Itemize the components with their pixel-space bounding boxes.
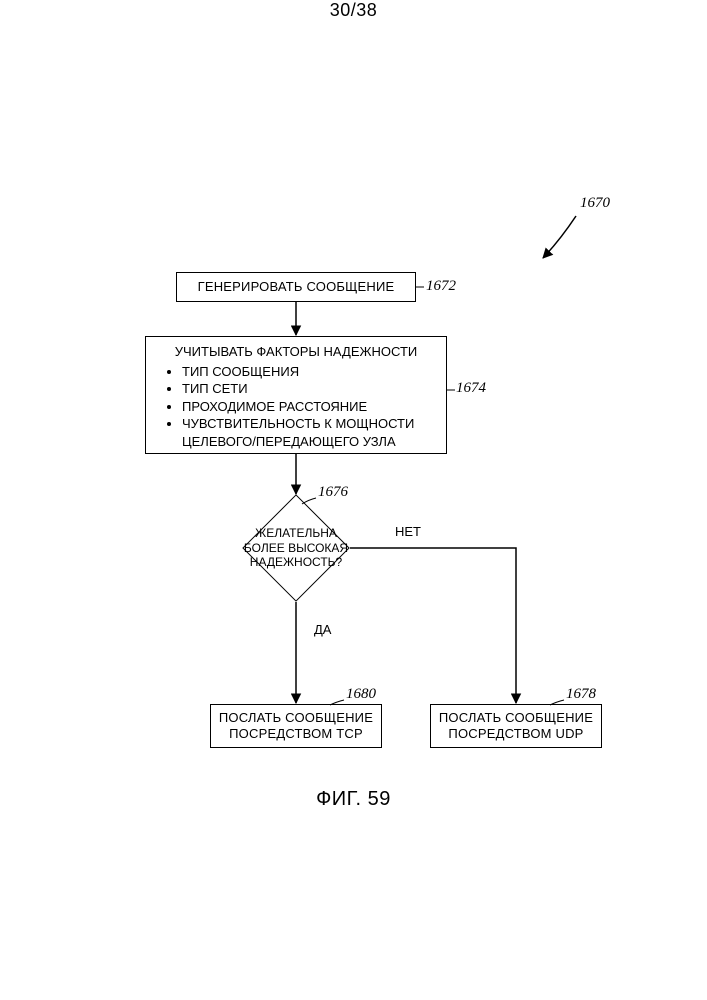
ref-1680: 1680 bbox=[346, 686, 376, 703]
n1678-l1: ПОСЛАТЬ СООБЩЕНИЕ bbox=[439, 710, 593, 725]
edge-1676-1678 bbox=[350, 548, 516, 703]
connectors-svg bbox=[0, 0, 707, 1000]
node-decision-reliability: ЖЕЛАТЕЛЬНА БОЛЕЕ ВЫСОКАЯ НАДЕЖНОСТЬ? bbox=[258, 510, 334, 586]
figure-caption: ФИГ. 59 bbox=[0, 788, 707, 811]
edge-label-no: НЕТ bbox=[395, 524, 421, 539]
bullet-2: ТИП СЕТИ bbox=[182, 380, 436, 398]
node-send-udp: ПОСЛАТЬ СООБЩЕНИЕ ПОСРЕДСТВОМ UDP bbox=[430, 704, 602, 748]
node-send-tcp: ПОСЛАТЬ СООБЩЕНИЕ ПОСРЕДСТВОМ TCP bbox=[210, 704, 382, 748]
node-1674-bullets: ТИП СООБЩЕНИЯ ТИП СЕТИ ПРОХОДИМОЕ РАССТО… bbox=[156, 363, 436, 451]
n1678-l2: ПОСРЕДСТВОМ UDP bbox=[448, 726, 583, 741]
figure-stage: 30/38 1670 ГЕНЕРИРОВАТЬ СООБЩЕНИЕ 1672 У… bbox=[0, 0, 707, 1000]
ref-1672: 1672 bbox=[426, 278, 456, 295]
decision-text: ЖЕЛАТЕЛЬНА БОЛЕЕ ВЫСОКАЯ НАДЕЖНОСТЬ? bbox=[228, 510, 365, 586]
bullet-4: ЧУВСТВИТЕЛЬНОСТЬ К МОЩНОСТИ ЦЕЛЕВОГО/ПЕР… bbox=[182, 415, 436, 450]
bullet-1: ТИП СООБЩЕНИЯ bbox=[182, 363, 436, 381]
page-number: 30/38 bbox=[0, 0, 707, 21]
node-generate-message: ГЕНЕРИРОВАТЬ СООБЩЕНИЕ bbox=[176, 272, 416, 302]
n1680-l2: ПОСРЕДСТВОМ TCP bbox=[229, 726, 363, 741]
ref-1676: 1676 bbox=[318, 484, 348, 501]
n1680-l1: ПОСЛАТЬ СООБЩЕНИЕ bbox=[219, 710, 373, 725]
node-1674-title: УЧИТЫВАТЬ ФАКТОРЫ НАДЕЖНОСТИ bbox=[156, 343, 436, 361]
edge-label-yes: ДА bbox=[314, 622, 331, 637]
node-reliability-factors: УЧИТЫВАТЬ ФАКТОРЫ НАДЕЖНОСТИ ТИП СООБЩЕН… bbox=[145, 336, 447, 454]
bullet-3: ПРОХОДИМОЕ РАССТОЯНИЕ bbox=[182, 398, 436, 416]
ref-1674: 1674 bbox=[456, 380, 486, 397]
ref-1678: 1678 bbox=[566, 686, 596, 703]
ref-1670: 1670 bbox=[580, 195, 610, 212]
node-1672-text: ГЕНЕРИРОВАТЬ СООБЩЕНИЕ bbox=[198, 279, 395, 295]
leader-1670 bbox=[543, 216, 576, 258]
